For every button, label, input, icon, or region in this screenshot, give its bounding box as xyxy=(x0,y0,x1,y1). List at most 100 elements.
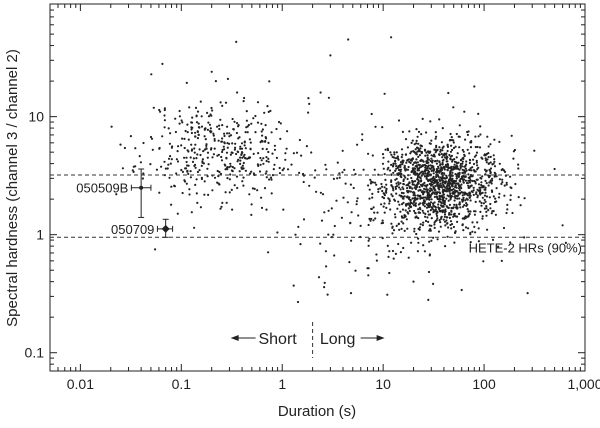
data-point xyxy=(417,237,420,240)
data-point xyxy=(505,183,508,186)
data-point xyxy=(406,187,409,190)
data-point xyxy=(399,170,402,173)
data-point xyxy=(427,298,430,301)
data-point xyxy=(462,181,465,184)
data-point xyxy=(468,161,471,165)
data-point xyxy=(466,194,469,197)
data-point xyxy=(440,209,443,212)
data-point xyxy=(385,188,388,191)
data-point xyxy=(469,179,472,182)
data-point xyxy=(224,191,227,194)
data-point xyxy=(422,160,425,163)
data-point xyxy=(449,198,452,201)
data-point xyxy=(484,191,487,194)
data-point xyxy=(254,114,257,118)
data-point xyxy=(407,158,410,161)
data-point xyxy=(451,171,454,174)
data-point xyxy=(419,183,423,186)
data-point xyxy=(191,160,195,163)
data-point xyxy=(129,135,132,138)
data-point xyxy=(223,134,226,138)
data-point xyxy=(439,179,442,182)
data-point xyxy=(243,96,246,100)
data-point xyxy=(439,221,442,224)
data-point xyxy=(381,162,385,165)
data-point xyxy=(464,138,467,141)
data-point xyxy=(477,227,480,230)
data-point xyxy=(392,229,396,232)
data-point xyxy=(509,175,512,178)
data-point xyxy=(413,227,416,230)
data-point xyxy=(402,187,405,191)
data-point xyxy=(429,160,432,163)
data-point xyxy=(169,155,172,158)
data-point xyxy=(500,259,503,262)
data-point xyxy=(463,171,467,174)
data-point xyxy=(262,157,265,160)
data-point xyxy=(465,163,468,166)
data-point xyxy=(447,199,450,202)
data-point xyxy=(436,183,439,186)
data-point xyxy=(428,195,431,198)
data-point xyxy=(480,177,483,180)
data-point xyxy=(439,185,442,188)
data-point xyxy=(493,158,496,161)
data-point xyxy=(400,156,403,159)
data-point xyxy=(228,178,231,181)
data-point xyxy=(495,187,498,190)
data-point xyxy=(375,183,378,186)
data-point xyxy=(381,189,384,193)
data-point xyxy=(348,261,351,264)
data-point xyxy=(444,182,447,185)
data-point xyxy=(432,172,435,175)
data-point xyxy=(453,158,456,161)
data-point xyxy=(193,164,196,167)
data-point xyxy=(427,150,430,153)
data-point xyxy=(188,188,191,191)
data-point xyxy=(152,106,155,109)
data-point xyxy=(399,251,402,254)
data-point xyxy=(198,126,201,129)
data-point xyxy=(468,152,471,155)
data-point xyxy=(286,130,289,133)
y-tick-label: 1 xyxy=(36,227,44,243)
long-label: Long xyxy=(320,331,356,348)
data-point xyxy=(402,178,405,181)
data-point xyxy=(398,228,401,231)
data-point xyxy=(246,131,249,134)
data-point xyxy=(493,165,497,168)
data-point xyxy=(168,176,171,179)
data-point xyxy=(417,194,420,197)
data-point xyxy=(350,239,353,242)
data-point xyxy=(461,171,464,174)
data-point xyxy=(170,158,173,161)
data-point xyxy=(471,230,474,233)
data-point xyxy=(437,203,440,206)
data-point xyxy=(399,188,402,191)
data-point xyxy=(440,152,443,156)
data-point xyxy=(493,200,497,204)
data-point xyxy=(423,190,426,193)
data-point xyxy=(242,155,245,158)
data-point xyxy=(468,168,471,171)
data-point xyxy=(462,229,465,232)
data-point xyxy=(433,192,436,195)
data-point xyxy=(163,119,166,122)
data-point xyxy=(186,131,189,134)
data-point xyxy=(489,179,492,182)
data-point xyxy=(434,184,437,187)
data-point xyxy=(417,173,420,176)
data-point xyxy=(388,271,391,275)
data-point xyxy=(367,239,370,242)
data-point xyxy=(483,194,487,197)
data-point xyxy=(476,145,479,149)
data-point xyxy=(414,212,417,215)
data-point xyxy=(424,219,428,223)
data-point xyxy=(477,240,480,243)
data-point xyxy=(261,147,264,150)
data-point xyxy=(402,201,405,204)
data-point xyxy=(443,215,446,218)
data-point xyxy=(412,172,415,175)
data-point xyxy=(184,167,187,170)
data-point xyxy=(251,187,254,190)
